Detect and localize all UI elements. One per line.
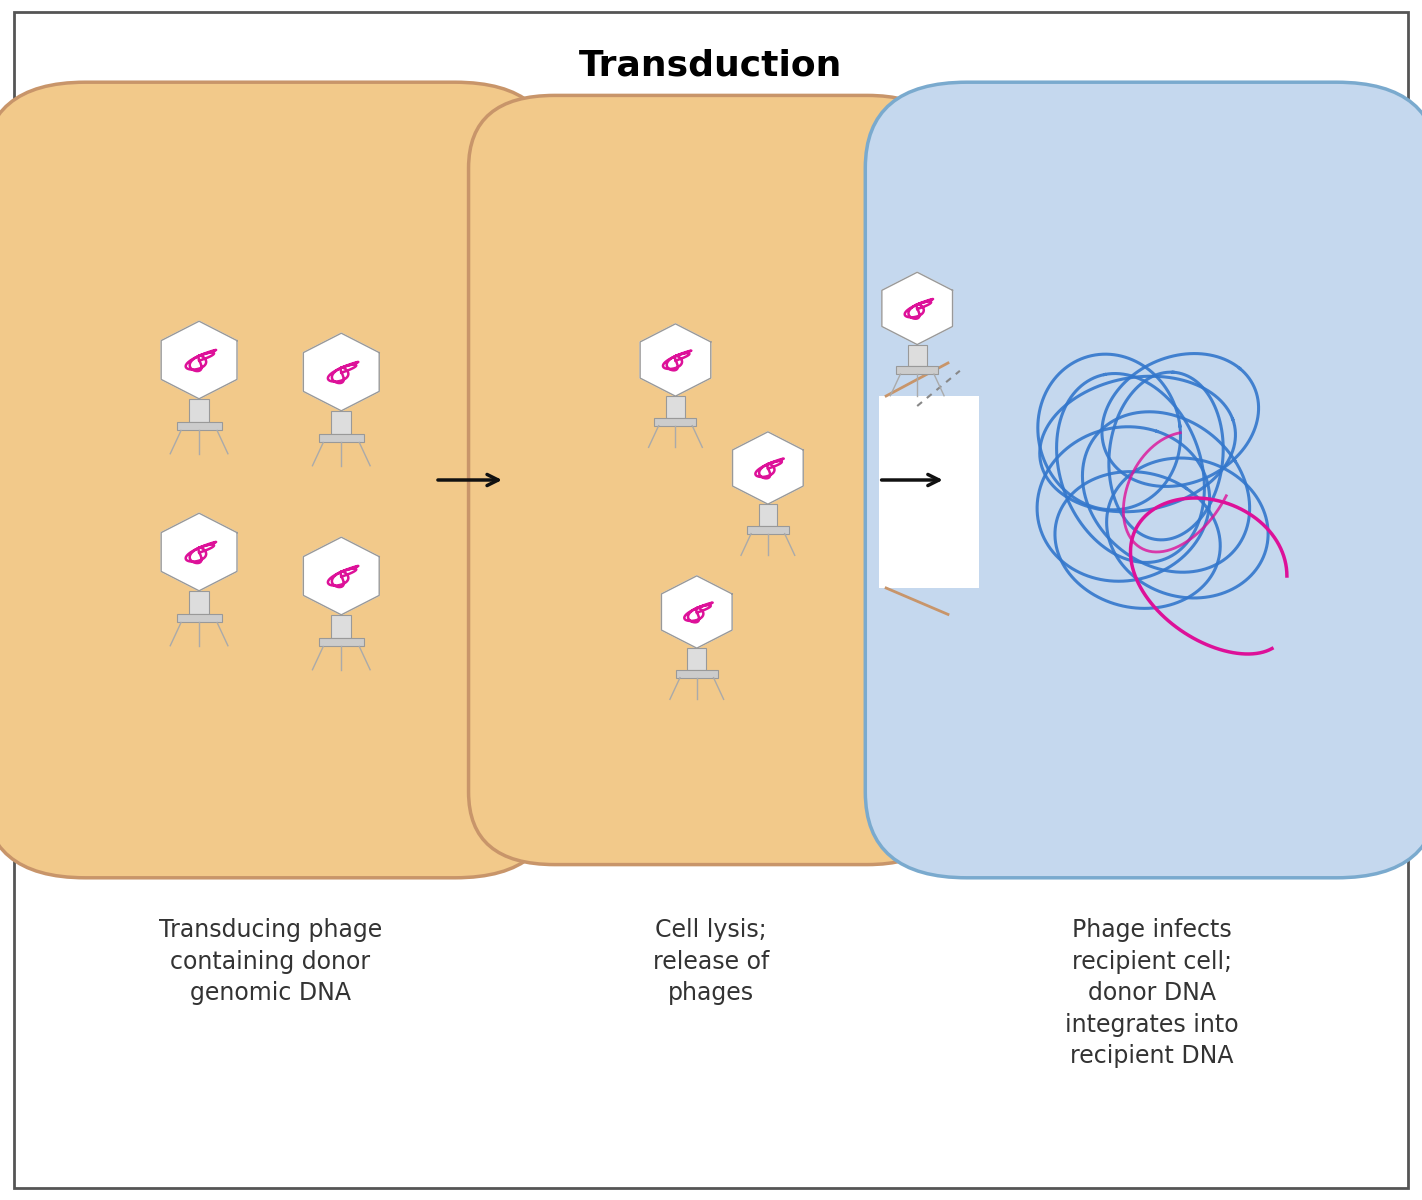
FancyBboxPatch shape xyxy=(865,82,1422,878)
Text: Transducing phage
containing donor
genomic DNA: Transducing phage containing donor genom… xyxy=(159,918,381,1006)
Bar xyxy=(176,422,222,431)
Bar xyxy=(687,648,707,670)
FancyBboxPatch shape xyxy=(469,96,954,864)
Bar xyxy=(331,410,351,434)
Bar xyxy=(758,504,778,526)
Polygon shape xyxy=(303,538,380,614)
Bar xyxy=(907,344,927,366)
Bar xyxy=(189,398,209,422)
Polygon shape xyxy=(661,576,732,648)
Bar xyxy=(675,670,718,678)
Bar xyxy=(319,434,364,443)
Bar xyxy=(747,526,789,534)
Bar xyxy=(879,396,978,588)
Polygon shape xyxy=(161,514,237,590)
Text: Cell lysis;
release of
phages: Cell lysis; release of phages xyxy=(653,918,769,1006)
Bar xyxy=(331,614,351,638)
Text: Transduction: Transduction xyxy=(579,49,843,83)
Bar xyxy=(896,366,939,374)
Text: Phage infects
recipient cell;
donor DNA
integrates into
recipient DNA: Phage infects recipient cell; donor DNA … xyxy=(1065,918,1239,1068)
Bar xyxy=(176,614,222,623)
Bar xyxy=(189,590,209,614)
Polygon shape xyxy=(640,324,711,396)
Polygon shape xyxy=(882,272,953,344)
FancyBboxPatch shape xyxy=(0,82,556,878)
Bar xyxy=(665,396,685,418)
Polygon shape xyxy=(161,322,237,398)
Polygon shape xyxy=(303,334,380,410)
Polygon shape xyxy=(732,432,803,504)
Bar xyxy=(319,638,364,647)
Bar xyxy=(654,418,697,426)
